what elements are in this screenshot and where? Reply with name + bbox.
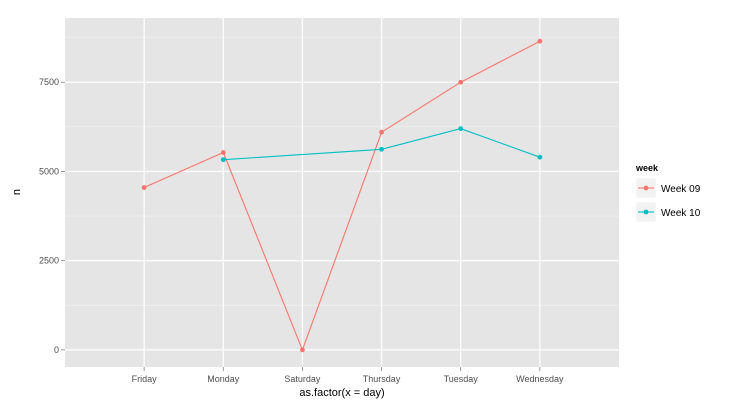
x-tick-label: Friday — [132, 374, 158, 384]
data-point — [300, 347, 305, 353]
legend-label: Week 09 — [661, 184, 701, 195]
y-tick-label: 5000 — [39, 166, 59, 176]
data-point — [141, 185, 147, 190]
minor-gridlines — [65, 37, 619, 306]
x-tick-label: Monday — [207, 374, 240, 384]
data-point — [537, 38, 543, 44]
y-tick-label: 2500 — [39, 256, 59, 266]
legend-key-point — [643, 209, 649, 215]
y-tick-label: 0 — [54, 345, 59, 355]
axes: 0 2500 5000 7500 Friday Monday Saturday Thursda… — [39, 77, 564, 384]
x-tick-label: Saturday — [284, 374, 321, 384]
legend-item: Week 09 — [635, 177, 701, 199]
legend-label: Week 10 — [661, 208, 701, 219]
series-line — [223, 128, 541, 161]
legend-key-point — [643, 185, 649, 191]
x-axis-title: as.factor(x = day) — [299, 387, 384, 399]
series-2 — [220, 126, 543, 163]
major-gridlines — [65, 18, 619, 367]
legend-title: week — [635, 163, 659, 173]
series-line — [143, 40, 541, 352]
data-point — [220, 157, 226, 163]
data-point — [537, 154, 543, 160]
data-point — [379, 146, 384, 152]
data-point — [220, 150, 226, 155]
x-tick-label: Tuesday — [444, 374, 479, 384]
legend: week Week 09 Week 10 — [635, 163, 701, 223]
x-tick-label: Wednesday — [516, 374, 564, 384]
data-point — [379, 129, 384, 135]
data-point — [458, 79, 464, 85]
series-layer — [141, 38, 543, 353]
x-tick-label: Thursday — [363, 374, 401, 384]
plot-panel — [65, 18, 619, 367]
y-axis-title: n — [11, 189, 23, 195]
legend-item: Week 10 — [635, 201, 701, 223]
series-1 — [141, 38, 543, 353]
data-point — [458, 126, 464, 132]
y-tick-label: 7500 — [39, 77, 59, 87]
